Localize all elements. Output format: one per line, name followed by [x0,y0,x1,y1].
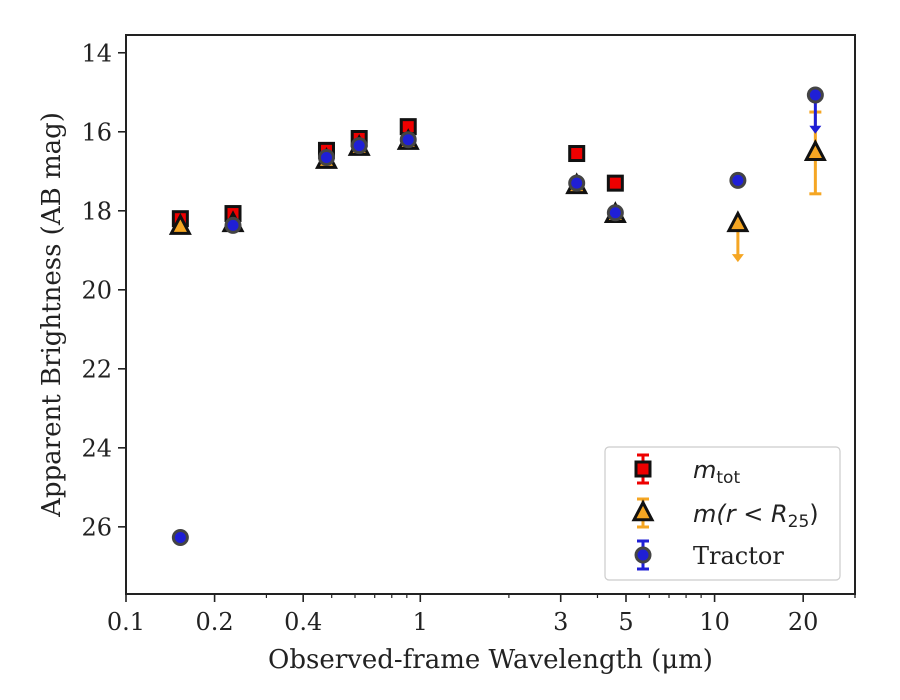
legend-entry: mtot [634,453,740,488]
data-point-square [568,145,586,163]
data-point-circle [350,137,368,155]
data-point-circle [317,148,335,166]
circle-marker [806,86,824,104]
circle-marker [171,529,189,547]
data-point-circle [171,529,189,547]
triangle-marker [726,210,750,233]
x-tick-label: 0.2 [196,608,234,636]
y-tick-label: 26 [81,513,112,541]
legend: mtot m(r < R25) Tractor [604,446,841,581]
triangle-marker [168,213,192,235]
x-tick-label: 0.1 [107,608,145,636]
y-tick-label: 24 [81,434,112,462]
circle-marker [729,171,747,189]
y-tick-label: 20 [81,276,112,304]
data-point-triangle [168,213,192,235]
series-square [171,118,624,228]
legend-label: m(r < R25) [693,500,819,532]
x-tick-label: 20 [788,608,819,636]
circle-marker [317,148,335,166]
plot-content [168,86,827,547]
data-point-circle [729,171,747,189]
square-marker [606,174,624,192]
data-point-circle [399,131,417,149]
square-marker [568,145,586,163]
upper-limit-arrowhead [809,125,822,134]
circle-marker [224,216,242,234]
x-axis-label: Observed-frame Wavelength (μm) [268,645,713,675]
x-tick-label: 3 [553,608,568,636]
y-axis-label: Apparent Brightness (AB mag) [37,112,67,518]
data-point-triangle [726,210,750,263]
y-tick-label: 22 [81,355,112,383]
plot-frame [125,34,856,595]
y-tick-label: 18 [81,197,112,225]
circle-marker [399,131,417,149]
y-tick-label: 16 [81,118,112,146]
square-marker [634,460,652,478]
circle-marker [634,546,652,564]
upper-limit-arrowhead [731,254,744,263]
x-tick-label: 1 [413,608,428,636]
triangle-marker [631,499,655,522]
circle-marker [350,137,368,155]
legend-entry: Tractor [634,539,784,571]
data-point-circle [224,216,242,234]
circle-marker [606,204,624,222]
x-axis: 0.1 0.2 0.4 1 3 5 10 20 [107,594,856,636]
data-point-square [606,174,624,192]
x-tick-label: 5 [618,608,633,636]
series-triangle [168,110,827,263]
legend-entry: m(r < R25) [631,497,819,532]
circle-marker [568,174,586,192]
x-tick-label: 10 [699,608,730,636]
data-point-circle [606,204,624,222]
triangle-marker [803,139,827,161]
y-tick-label: 14 [81,39,112,67]
legend-label: Tractor [693,542,784,570]
data-point-circle [806,86,824,134]
x-tick-label: 0.4 [284,608,322,636]
legend-box [604,446,841,581]
legend-label: mtot [693,456,740,488]
series-circle [171,86,824,547]
y-axis: 14 16 18 20 22 24 26 [81,39,126,541]
data-point-circle [568,174,586,192]
